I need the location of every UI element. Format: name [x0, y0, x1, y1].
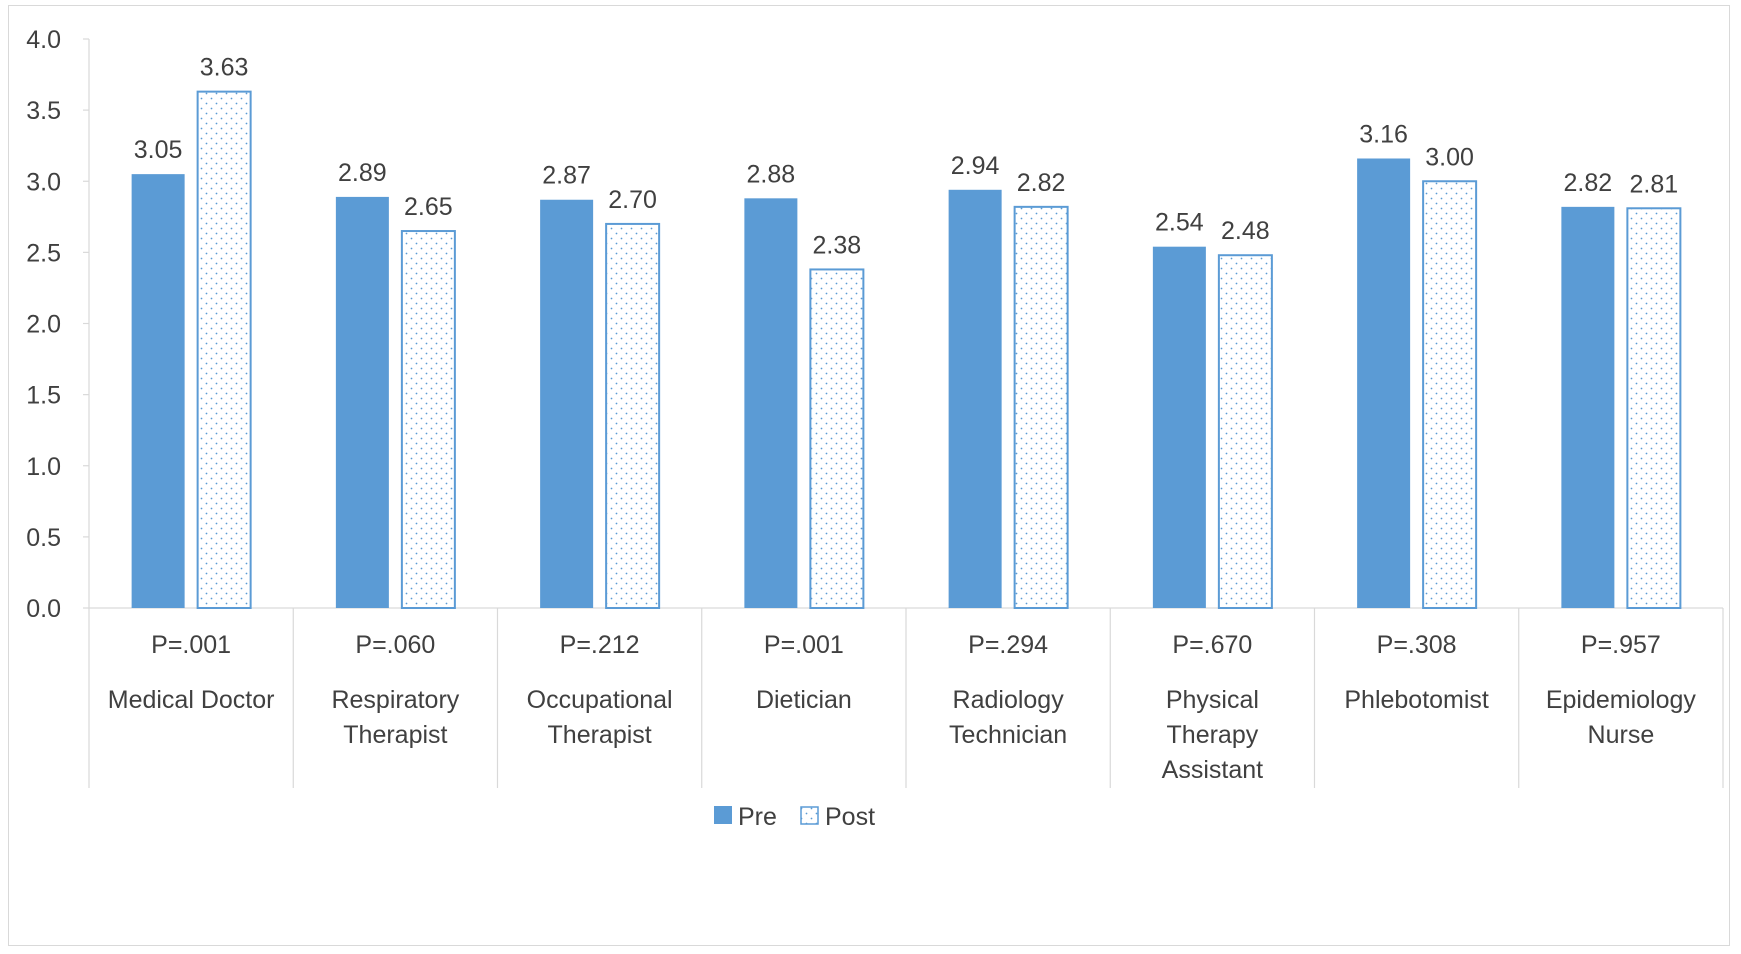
y-tick-label: 0.5 [26, 524, 61, 552]
category-label: Therapist [548, 721, 652, 749]
data-label-pre: 2.89 [338, 159, 387, 187]
data-label-post: 2.70 [608, 186, 657, 214]
data-label-pre: 2.82 [1564, 169, 1613, 197]
p-value-label: P=.308 [1377, 631, 1457, 659]
y-tick-label: 1.0 [26, 453, 61, 481]
data-label-post: 2.81 [1630, 170, 1679, 198]
category-label: Radiology [953, 686, 1065, 714]
legend-swatch-pre [714, 806, 732, 824]
y-tick-label: 2.5 [26, 239, 61, 267]
bar-post [605, 222, 661, 610]
bar-pre [1152, 246, 1206, 608]
bar-pre [1357, 158, 1411, 609]
category-label: Epidemiology [1546, 686, 1697, 714]
bar-pre [1561, 206, 1615, 609]
data-label-pre: 2.88 [747, 160, 796, 188]
legend-label-pre: Pre [738, 803, 777, 831]
data-label-post: 2.65 [404, 193, 453, 221]
bars [131, 90, 1682, 610]
category-label: Physical [1166, 686, 1259, 714]
p-value-label: P=.001 [764, 631, 844, 659]
category-label: Nurse [1588, 721, 1655, 749]
legend-label-post: Post [825, 803, 875, 831]
category-label: Medical Doctor [108, 686, 275, 714]
bar-pre [335, 196, 389, 608]
data-labels: 3.05 3.63 2.89 2.65 2.87 2.70 2.88 2.38 2.94 2.82… [134, 54, 1678, 260]
bar-pre [948, 189, 1002, 608]
p-value-label: P=.957 [1581, 631, 1661, 659]
data-label-post: 3.63 [200, 54, 249, 82]
p-value-label: P=.212 [560, 631, 640, 659]
data-label-post: 2.48 [1221, 217, 1270, 245]
bar-pre [131, 174, 185, 608]
y-tick-label: 3.0 [26, 168, 61, 196]
bar-post [1217, 254, 1273, 609]
bar-post [1422, 180, 1478, 609]
bar-post [1013, 205, 1069, 609]
category-label: Technician [949, 721, 1067, 749]
legend-swatch-post [800, 806, 819, 825]
data-label-pre: 3.05 [134, 136, 183, 164]
y-tick-label: 3.5 [26, 97, 61, 125]
bar-post [809, 268, 865, 609]
data-label-pre: 2.87 [542, 162, 591, 190]
y-tick-label: 4.0 [26, 26, 61, 54]
p-value-label: P=.294 [968, 631, 1048, 659]
category-label: Occupational [527, 686, 673, 714]
data-label-pre: 3.16 [1359, 120, 1408, 148]
bar-post [1626, 207, 1682, 609]
p-value-label: P=.060 [355, 631, 435, 659]
bar-pre [744, 198, 798, 608]
legend: Pre Post [714, 803, 875, 831]
y-tick-label: 1.5 [26, 382, 61, 410]
category-label: Respiratory [331, 686, 459, 714]
data-label-post: 2.38 [813, 231, 862, 259]
category-label: Therapy [1167, 721, 1259, 749]
bar-chart: 0.0 0.5 1.0 1.5 2.0 2.5 3.0 3.5 4.0 P=.001 Medical… [26, 26, 1724, 831]
p-value-label: P=.670 [1172, 631, 1252, 659]
data-label-pre: 2.54 [1155, 209, 1204, 237]
p-value-label: P=.001 [151, 631, 231, 659]
category-label: Assistant [1162, 756, 1263, 784]
bar-pre [540, 199, 594, 608]
axes: 0.0 0.5 1.0 1.5 2.0 2.5 3.0 3.5 4.0 P=.001 Medical… [26, 26, 1724, 788]
data-label-post: 2.82 [1017, 169, 1066, 197]
category-label: Dietician [756, 686, 852, 714]
chart-frame: 0.0 0.5 1.0 1.5 2.0 2.5 3.0 3.5 4.0 P=.001 Medical… [8, 5, 1730, 946]
y-tick-label: 2.0 [26, 311, 61, 339]
bar-post [196, 90, 252, 609]
bar-post [400, 230, 456, 609]
data-label-pre: 2.94 [951, 152, 1000, 180]
category-label: Therapist [343, 721, 447, 749]
data-label-post: 3.00 [1425, 143, 1474, 171]
y-tick-label: 0.0 [26, 595, 61, 623]
category-label: Phlebotomist [1344, 686, 1489, 714]
